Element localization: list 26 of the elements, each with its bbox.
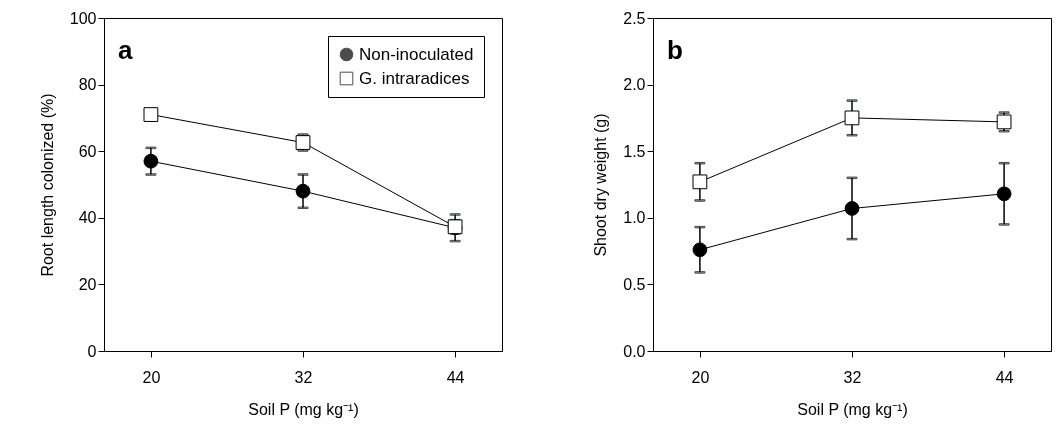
y-tick-label: 80 [78,76,97,94]
y-axis-title: Root length colonized (%) [38,93,56,277]
y-tick-label: 2.0 [623,76,646,94]
x-tick-label: 20 [142,368,161,386]
y-tick-label: 60 [78,142,97,160]
legend-label: G. intraradices [359,68,470,88]
y-tick-label: 40 [78,209,97,227]
annotation: b [667,35,683,65]
y-tick-label: 0 [87,342,97,360]
y-tick-label: 0.0 [623,342,646,360]
x-axis-title: Soil P (mg kg⁻¹) [248,400,359,418]
legend-label: Non-inoculated [359,44,474,64]
x-tick-label: 32 [294,368,313,386]
annotation: a [118,35,133,65]
x-axis-title: Soil P (mg kg⁻¹) [797,400,908,418]
x-tick-label: 20 [691,368,710,386]
y-tick-label: 1.0 [623,209,646,227]
y-tick-label: 100 [69,9,97,27]
y-tick-label: 0.5 [623,275,646,293]
x-tick-label: 32 [843,368,862,386]
y-tick-label: 2.5 [623,9,646,27]
x-tick-label: 44 [995,368,1014,386]
y-axis-title: Shoot dry weight (g) [592,113,610,257]
y-tick-label: 1.5 [623,142,646,160]
x-tick-label: 44 [446,368,465,386]
y-tick-label: 20 [78,275,97,293]
